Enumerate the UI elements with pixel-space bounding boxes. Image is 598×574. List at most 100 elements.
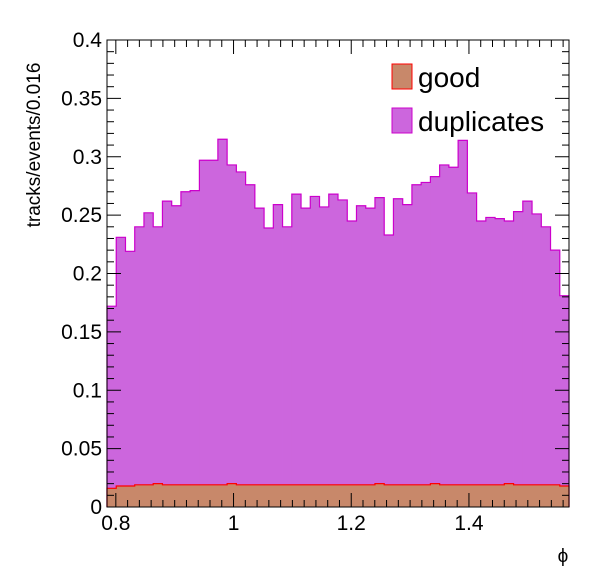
bar-duplicates-2 (125, 251, 136, 507)
bar-duplicates-35 (430, 176, 441, 507)
bar-duplicates-47 (541, 226, 551, 508)
bar-duplicates-27 (356, 205, 367, 507)
bar-duplicates-40 (476, 220, 487, 507)
bar-duplicates-9 (190, 190, 200, 508)
x-tick-label-0: 0.8 (101, 512, 130, 535)
bar-duplicates-34 (421, 182, 431, 507)
bar-duplicates-19 (282, 226, 293, 508)
bars-layer (106, 138, 570, 508)
bar-good-46 (532, 484, 542, 507)
bar-duplicates-42 (495, 218, 505, 507)
bar-good-36 (439, 484, 450, 507)
bar-good-38 (458, 484, 468, 507)
bar-good-48 (550, 484, 561, 507)
bar-duplicates-49 (559, 295, 570, 507)
bar-duplicates-8 (180, 191, 191, 507)
bar-duplicates-44 (513, 211, 524, 507)
bar-duplicates-29 (374, 197, 385, 508)
bar-good-11 (208, 484, 219, 507)
bar-duplicates-43 (504, 220, 514, 507)
bar-good-35 (430, 483, 441, 507)
x-axis-title: ϕ (558, 546, 569, 567)
y-tick-label-3: 0.15 (61, 321, 102, 344)
bar-duplicates-24 (328, 194, 339, 508)
bar-duplicates-3 (134, 226, 145, 508)
bar-good-43 (504, 483, 514, 507)
y-tick-label-5: 0.25 (61, 204, 102, 227)
bar-good-40 (476, 484, 487, 507)
y-tick-label-2: 0.1 (73, 379, 102, 402)
legend: good duplicates (391, 62, 544, 137)
bar-good-42 (495, 484, 505, 507)
bar-duplicates-1 (116, 237, 126, 507)
ticks-layer (107, 39, 569, 508)
bar-good-17 (264, 484, 274, 507)
bar-duplicates-33 (411, 184, 422, 507)
y-tick-label-1: 0.05 (61, 438, 102, 461)
bar-good-45 (522, 484, 533, 507)
bar-duplicates-31 (393, 198, 404, 507)
bar-duplicates-6 (162, 201, 173, 508)
bar-duplicates-18 (273, 204, 283, 507)
bar-good-3 (134, 484, 145, 507)
bar-duplicates-45 (522, 201, 533, 508)
bar-good-9 (190, 484, 200, 507)
bar-duplicates-48 (550, 250, 561, 507)
bar-good-31 (393, 484, 404, 507)
bar-good-1 (116, 485, 126, 507)
bar-good-4 (143, 484, 154, 507)
y-tick-label-0: 0 (90, 496, 102, 519)
bar-good-23 (319, 484, 330, 507)
bar-good-25 (338, 484, 348, 507)
bar-good-5 (153, 483, 163, 507)
legend-label-duplicates: duplicates (418, 106, 544, 137)
legend-swatch-duplicates (391, 107, 413, 134)
bar-good-15 (245, 484, 256, 507)
outline-good (106, 483, 570, 507)
bar-good-44 (513, 484, 524, 507)
bar-good-13 (227, 483, 237, 507)
bar-good-16 (254, 484, 265, 507)
bar-good-32 (402, 484, 413, 507)
y-tick-label-8: 0.4 (73, 29, 103, 52)
bar-duplicates-25 (338, 199, 348, 507)
bar-good-6 (162, 484, 173, 507)
bar-good-21 (301, 484, 311, 507)
bar-good-8 (180, 484, 191, 507)
bar-duplicates-22 (310, 196, 320, 507)
bar-duplicates-10 (199, 160, 210, 507)
bar-duplicates-11 (208, 160, 219, 507)
x-tick-label-2: 1.2 (337, 512, 366, 535)
bar-duplicates-46 (532, 213, 542, 507)
bar-good-26 (347, 484, 357, 507)
bar-good-10 (199, 484, 210, 507)
bar-duplicates-26 (347, 220, 357, 507)
bar-good-14 (236, 484, 246, 507)
bar-duplicates-7 (171, 205, 182, 507)
x-tick-label-3: 1.4 (454, 512, 484, 535)
bar-duplicates-38 (458, 140, 468, 507)
y-axis-title: tracks/events/0.016 (24, 63, 45, 228)
bar-duplicates-17 (264, 227, 274, 507)
bar-good-30 (384, 484, 394, 507)
bar-duplicates-21 (301, 208, 311, 507)
bar-duplicates-41 (485, 217, 496, 507)
bar-duplicates-13 (227, 164, 237, 508)
x-tick-label-1: 1 (228, 512, 240, 535)
bar-duplicates-15 (245, 184, 256, 507)
bar-duplicates-30 (384, 234, 394, 507)
bar-good-41 (485, 484, 496, 507)
bar-good-34 (421, 484, 431, 507)
bar-good-22 (310, 484, 320, 507)
legend-swatch-good (391, 63, 413, 90)
y-tick-label-4: 0.2 (73, 263, 102, 286)
bar-good-27 (356, 484, 367, 507)
bar-duplicates-14 (236, 171, 246, 508)
bar-duplicates-12 (217, 139, 228, 508)
y-tick-label-7: 0.35 (61, 87, 102, 110)
bar-duplicates-23 (319, 206, 330, 507)
outline-duplicates (106, 138, 570, 507)
bar-duplicates-4 (143, 212, 154, 508)
bar-duplicates-32 (402, 204, 413, 507)
